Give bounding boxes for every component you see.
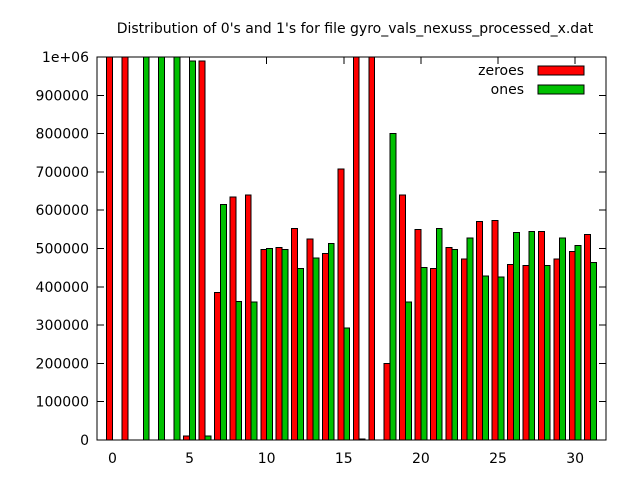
axes-group: 0 100000 200000 300000 400000 500000 600000 700… (36, 50, 607, 467)
bar-zeroes-27 (522, 265, 530, 441)
bar-ones-11 (281, 249, 289, 441)
bar-ones-14 (327, 243, 335, 441)
bar-zeroes-14 (322, 252, 329, 441)
bar-ones-18 (389, 133, 397, 441)
bar-ones-12 (297, 267, 304, 441)
bar-ones-15 (343, 327, 351, 441)
x-tick-label: 25 (489, 451, 507, 467)
x-tick-label: 30 (566, 451, 584, 467)
y-tick-label: 0 (80, 433, 89, 449)
bar-zeroes-30 (568, 251, 576, 441)
bar-zeroes-28 (537, 230, 545, 441)
bar-ones-27 (528, 230, 536, 441)
bar-zeroes-9 (244, 194, 252, 441)
bar-ones-24 (482, 275, 489, 441)
bar-zeroes-26 (507, 264, 514, 441)
bar-zeroes-29 (553, 258, 561, 441)
bar-ones-20 (420, 267, 428, 441)
bar-ones-9 (250, 301, 258, 441)
bar-ones-7 (219, 203, 227, 441)
legend-label-ones: ones (491, 82, 524, 98)
y-tick-label: 600000 (36, 203, 89, 219)
bar-ones-31 (590, 262, 597, 441)
bar-ones-22 (451, 248, 459, 441)
bar-zeroes-8 (229, 196, 237, 441)
bar-ones-10 (266, 248, 274, 441)
y-tick-label: 800000 (36, 127, 89, 143)
bar-zeroes-12 (291, 228, 299, 441)
x-tick-label: 15 (335, 451, 353, 467)
legend: zeroes ones (478, 63, 585, 98)
bar-zeroes-5 (183, 435, 191, 441)
y-tick-label: 1e+06 (42, 50, 89, 66)
bar-zeroes-0 (106, 56, 113, 441)
bar-zeroes-15 (337, 168, 345, 441)
y-tick-label: 700000 (36, 165, 89, 181)
bar-zeroes-10 (260, 249, 268, 441)
bar-ones-25 (497, 276, 505, 441)
bar-ones-23 (466, 237, 474, 441)
bar-zeroes-19 (399, 194, 406, 441)
bar-ones-30 (574, 244, 582, 441)
bar-ones-8 (235, 300, 243, 441)
bar-ones-26 (512, 231, 520, 441)
x-tick-label: 10 (258, 451, 276, 467)
bar-zeroes-7 (214, 292, 221, 441)
bar-zeroes-20 (414, 228, 422, 441)
legend-swatch-zeroes (537, 65, 585, 76)
bar-zeroes-17 (368, 56, 376, 441)
bar-ones-2 (142, 56, 150, 441)
x-tick-label: 0 (108, 451, 117, 467)
y-tick-label: 500000 (36, 242, 89, 258)
bar-zeroes-24 (476, 221, 484, 441)
bar-zeroes-22 (445, 247, 453, 441)
bars-group (106, 56, 597, 441)
bar-ones-28 (543, 265, 551, 441)
bar-zeroes-13 (306, 238, 314, 441)
legend-swatch-ones (537, 84, 585, 95)
bar-ones-5 (189, 60, 196, 441)
y-tick-label: 300000 (36, 318, 89, 334)
bar-zeroes-23 (460, 258, 468, 441)
bar-zeroes-31 (584, 233, 592, 441)
bar-ones-3 (158, 56, 166, 441)
bar-zeroes-16 (352, 56, 360, 441)
bar-ones-29 (559, 237, 567, 441)
bar-zeroes-18 (383, 362, 391, 441)
y-tick-label: 100000 (36, 395, 89, 411)
y-tick-label: 400000 (36, 280, 89, 296)
x-tick-label: 20 (412, 451, 430, 467)
chart-title: Distribution of 0's and 1's for file gyr… (117, 21, 594, 37)
bar-ones-4 (173, 56, 181, 441)
bar-zeroes-6 (198, 60, 206, 441)
x-tick-label: 5 (185, 451, 194, 467)
bar-zeroes-1 (121, 56, 129, 441)
bar-ones-13 (312, 257, 320, 441)
bar-zeroes-11 (275, 247, 283, 441)
legend-label-zeroes: zeroes (478, 63, 524, 79)
y-tick-label: 900000 (36, 88, 89, 104)
bar-ones-19 (404, 301, 412, 441)
bar-ones-21 (435, 228, 443, 441)
y-tick-label: 200000 (36, 356, 89, 372)
bar-ones-6 (204, 435, 212, 441)
bar-zeroes-25 (491, 220, 499, 441)
bar-zeroes-21 (429, 267, 437, 441)
